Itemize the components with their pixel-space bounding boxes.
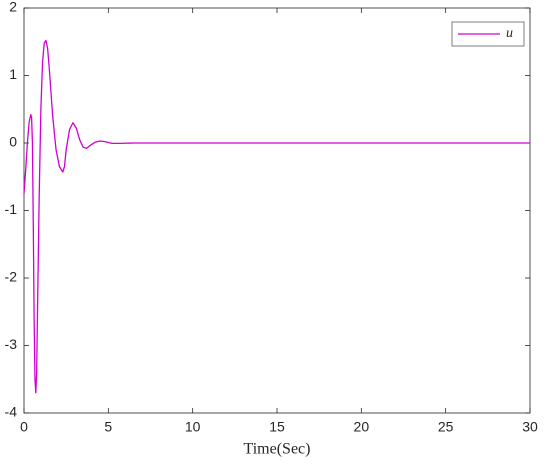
y-tick-label: -3 <box>5 336 18 352</box>
x-axis-label: Time(Sec) <box>244 441 311 458</box>
data-line <box>23 39 530 394</box>
legend-label: u <box>506 26 513 41</box>
y-tick-label: -1 <box>5 201 18 217</box>
y-tick-label: 1 <box>9 66 17 82</box>
y-tick-label: -4 <box>5 404 18 420</box>
x-tick-label: 20 <box>354 419 370 435</box>
x-tick-label: 10 <box>185 419 201 435</box>
y-tick-label: 0 <box>9 134 17 150</box>
x-tick-label: 15 <box>269 419 285 435</box>
x-tick-label: 25 <box>438 419 454 435</box>
y-tick-label: 2 <box>9 0 17 15</box>
x-tick-label: 5 <box>104 419 112 435</box>
y-tick-label: -2 <box>5 269 18 285</box>
x-tick-label: 30 <box>522 419 538 435</box>
x-tick-label: 0 <box>20 419 28 435</box>
plot-area <box>23 7 531 414</box>
